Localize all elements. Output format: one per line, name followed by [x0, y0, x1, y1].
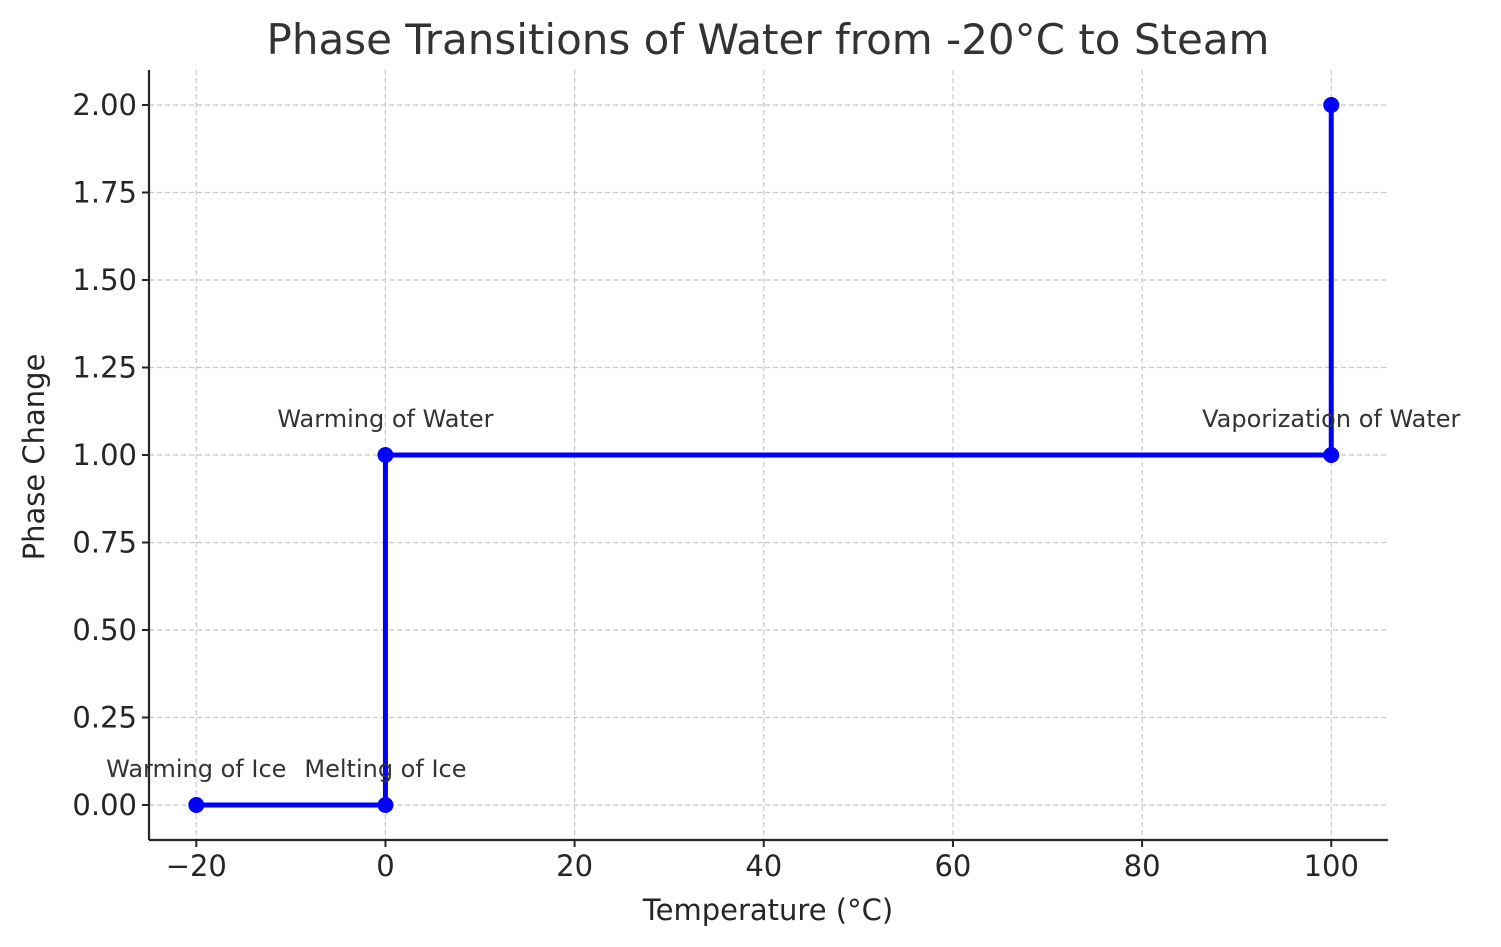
- x-tick-label: 20: [556, 849, 593, 883]
- x-tick-label: 0: [376, 849, 394, 883]
- x-tick-label: 100: [1304, 849, 1359, 883]
- x-tick-label: 80: [1124, 849, 1161, 883]
- y-tick-label: 0.25: [72, 701, 137, 735]
- annotations: Warming of Ice Melting of Ice Warming of W…: [106, 405, 1460, 783]
- axes: −20 0 20 40 60 80 100 0.00 0.25 0.50 0.75 1.00 1.25 1…: [72, 70, 1388, 883]
- y-tick-label: 1.75: [72, 176, 137, 210]
- annotation-label: Vaporization of Water: [1202, 405, 1460, 433]
- data-point: [1323, 97, 1340, 113]
- annotation-label: Melting of Ice: [304, 755, 466, 783]
- annotation-label: Warming of Water: [277, 405, 493, 433]
- y-tick-label: 0.50: [72, 613, 137, 647]
- y-tick-label: 1.25: [72, 351, 137, 385]
- data-point: [377, 447, 394, 463]
- chart-title: Phase Transitions of Water from -20°C to…: [267, 15, 1270, 64]
- data-point: [188, 797, 205, 813]
- y-tick-label: 0.75: [72, 526, 137, 560]
- annotation-label: Warming of Ice: [106, 755, 286, 783]
- series: [188, 97, 1340, 813]
- y-tick-label: 1.50: [72, 263, 137, 297]
- y-tick-label: 0.00: [72, 788, 137, 822]
- x-tick-label: 40: [745, 849, 782, 883]
- y-axis-label: Phase Change: [17, 354, 51, 561]
- x-tick-label: 60: [934, 849, 971, 883]
- y-tick-label: 1.00: [72, 438, 137, 472]
- x-axis-label: Temperature (°C): [642, 893, 893, 927]
- data-point: [1323, 447, 1340, 463]
- data-point: [377, 797, 394, 813]
- x-tick-label: −20: [166, 849, 227, 883]
- y-tick-label: 2.00: [72, 88, 137, 122]
